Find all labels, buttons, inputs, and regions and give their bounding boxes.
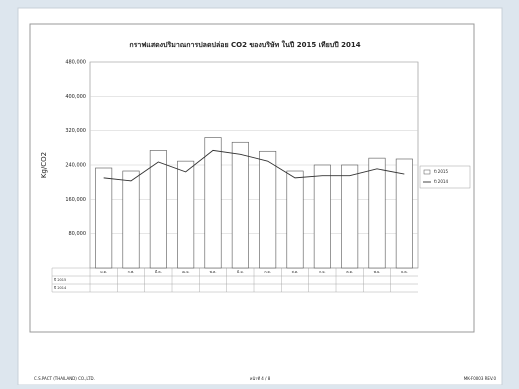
y-tick-label: 320,000 xyxy=(65,128,86,134)
chart-frame xyxy=(29,23,475,333)
x-tick-label: ส.ค. xyxy=(292,270,299,274)
x-tick-label: มิ.ย. xyxy=(237,270,244,274)
y-tick-label: 400,000 xyxy=(65,94,86,100)
footer-center: หน้าที่ 4 / 8 xyxy=(250,376,271,381)
bar xyxy=(313,164,331,269)
bar xyxy=(122,170,140,269)
x-tick-label: ธ.ค. xyxy=(401,270,408,274)
x-tick-label: ต.ค. xyxy=(346,270,353,274)
x-tick-label: ก.ค. xyxy=(264,270,271,274)
bar xyxy=(368,157,386,269)
y-tick-label: 80,000 xyxy=(69,231,87,237)
y-axis-label: Kg/CO2 xyxy=(40,152,48,178)
x-tick-label: ก.ย. xyxy=(319,270,325,274)
bar xyxy=(177,160,195,269)
bar xyxy=(204,137,222,269)
x-tick-label: พ.ค. xyxy=(210,270,217,274)
line xyxy=(103,149,405,182)
x-tick-label: เม.ย. xyxy=(182,270,190,274)
chart-title: กราฟแสดงปริมาณการปลดปล่อย CO2 ของบริษัท … xyxy=(129,40,360,49)
x-tick-label: ก.พ. xyxy=(128,270,135,274)
footer-left: C.S.PACT (THAILAND) CO.,LTD. xyxy=(34,376,95,381)
y-tick-label: 480,000 xyxy=(65,60,86,66)
bar xyxy=(395,158,413,269)
footer-right: MK-F0003 REV.0 xyxy=(464,376,497,381)
table-row-label: ปี 2014 xyxy=(54,285,67,290)
bar xyxy=(286,170,304,269)
legend-label: ปี 2014 xyxy=(433,179,448,184)
y-tick-label: 240,000 xyxy=(65,163,86,169)
bar xyxy=(95,167,113,269)
x-tick-label: มี.ค. xyxy=(155,269,162,274)
legend-frame xyxy=(419,165,471,189)
bar xyxy=(231,141,249,269)
x-tick-label: พ.ย. xyxy=(374,270,381,274)
bar xyxy=(259,150,277,269)
x-tick-label: ม.ค. xyxy=(100,270,107,274)
bar xyxy=(149,150,167,269)
bar xyxy=(341,164,359,269)
table-row-label: ปี 2015 xyxy=(54,277,66,282)
legend-label: ปี 2015 xyxy=(433,169,448,174)
legend-swatch xyxy=(423,169,431,175)
y-tick-label: 160,000 xyxy=(65,197,86,203)
